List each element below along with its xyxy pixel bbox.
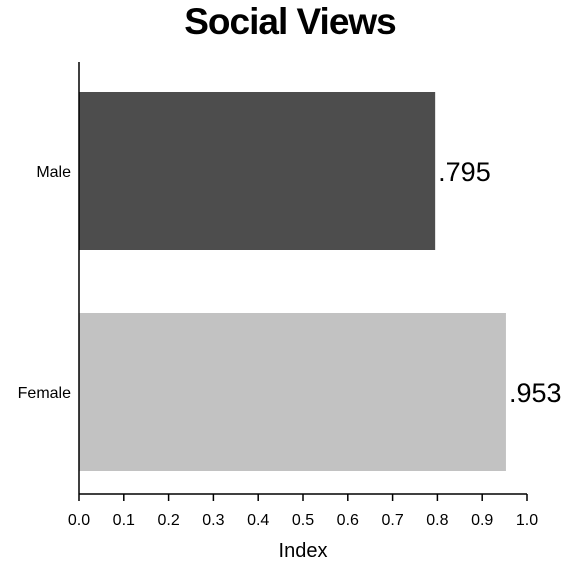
x-axis-title: Index bbox=[279, 540, 328, 562]
category-label-female: Female bbox=[18, 385, 71, 402]
labels-layer: Male .795 Female .953 bbox=[18, 157, 562, 408]
x-tick-label: 0.1 bbox=[113, 512, 135, 529]
x-axis-ticks: 0.0 0.1 0.2 0.3 0.4 0.5 0.6 0.7 0.8 0.9 1.0 bbox=[68, 494, 538, 529]
bar-female bbox=[79, 313, 506, 471]
category-label-male: Male bbox=[36, 164, 71, 181]
bars-layer bbox=[79, 92, 506, 471]
x-tick-label: 0.2 bbox=[157, 512, 179, 529]
data-label-male: .795 bbox=[438, 157, 491, 187]
x-tick-label: 0.7 bbox=[381, 512, 403, 529]
x-tick-label: 0.0 bbox=[68, 512, 90, 529]
x-tick-label: 0.3 bbox=[202, 512, 224, 529]
x-tick-label: 0.4 bbox=[247, 512, 269, 529]
x-tick-label: 0.9 bbox=[471, 512, 493, 529]
x-tick-label: 0.8 bbox=[426, 512, 448, 529]
data-label-female: .953 bbox=[509, 378, 562, 408]
bar-male bbox=[79, 92, 436, 250]
x-tick-label: 0.5 bbox=[292, 512, 314, 529]
x-tick-label: 0.6 bbox=[337, 512, 359, 529]
x-tick-label: 1.0 bbox=[516, 512, 538, 529]
chart-title: Social Views bbox=[184, 1, 397, 42]
